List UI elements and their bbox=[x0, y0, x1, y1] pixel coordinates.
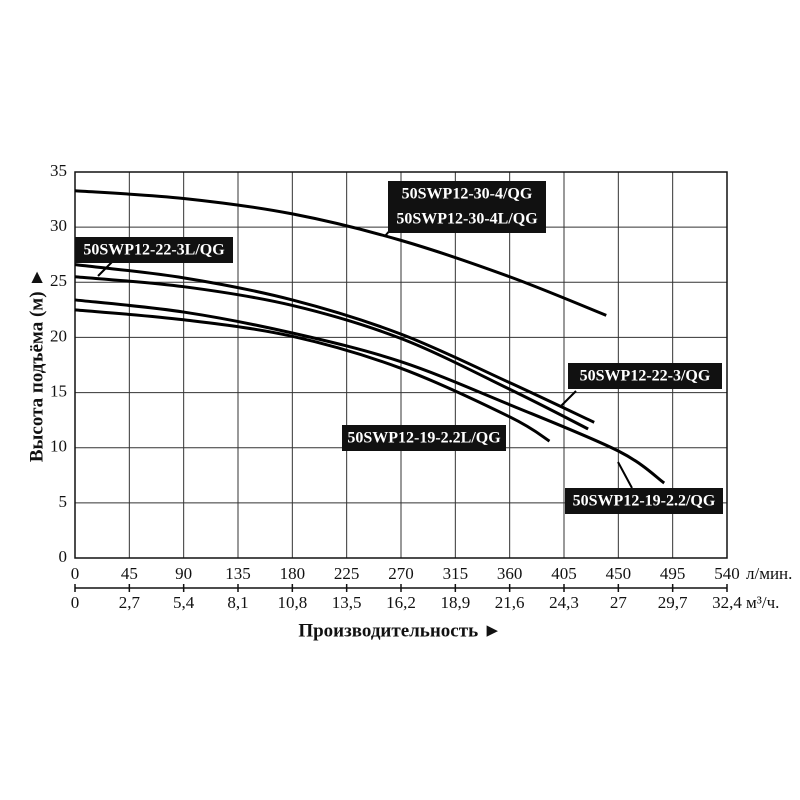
label-box bbox=[388, 181, 546, 233]
x2-tick-label: 5,4 bbox=[173, 593, 195, 612]
x-tick-label: 45 bbox=[121, 564, 138, 583]
x2-tick-label: 2,7 bbox=[119, 593, 141, 612]
y-tick-label: 0 bbox=[59, 547, 68, 566]
pump-curve bbox=[74, 275, 589, 431]
label-leader bbox=[559, 390, 577, 408]
series-label: 50SWP12-19-2.2/QG bbox=[573, 493, 716, 510]
pump-curve bbox=[74, 308, 551, 443]
x2-tick-label: 29,7 bbox=[658, 593, 688, 612]
y-axis-title: Высота подъёма (м) ► bbox=[26, 268, 47, 462]
pump-curve bbox=[74, 298, 666, 485]
x-tick-label: 450 bbox=[606, 564, 632, 583]
x-tick-label: 495 bbox=[660, 564, 686, 583]
pump-curve bbox=[74, 263, 595, 424]
series-label: 50SWP12-22-3/QG bbox=[580, 368, 711, 385]
x-unit: л/мин. bbox=[746, 564, 792, 583]
label-box bbox=[342, 425, 506, 451]
x-tick-label: 405 bbox=[551, 564, 577, 583]
y-tick-label: 15 bbox=[50, 381, 67, 400]
series-label: 50SWP12-22-3L/QG bbox=[83, 242, 225, 259]
x2-unit: м³/ч. bbox=[746, 593, 779, 612]
plot-frame bbox=[74, 171, 728, 559]
x2-tick-label: 32,4 bbox=[712, 593, 742, 612]
x2-tick-label: 21,6 bbox=[495, 593, 525, 612]
label-leader bbox=[617, 461, 633, 489]
y-tick-label: 5 bbox=[59, 492, 68, 511]
series-label: 50SWP12-30-4/QG bbox=[402, 186, 533, 203]
series-label: 50SWP12-19-2.2L/QG bbox=[347, 430, 501, 447]
x-tick-label: 90 bbox=[175, 564, 192, 583]
x-axis-title: Производительность ► bbox=[298, 620, 501, 641]
x-tick-label: 270 bbox=[388, 564, 414, 583]
x2-tick-label: 10,8 bbox=[277, 593, 307, 612]
y-tick-label: 35 bbox=[50, 161, 67, 180]
x2-tick-label: 0 bbox=[71, 593, 80, 612]
x-tick-label: 135 bbox=[225, 564, 251, 583]
y-tick-label: 25 bbox=[50, 271, 67, 290]
series-label: 50SWP12-30-4L/QG bbox=[396, 211, 538, 228]
x-tick-label: 0 bbox=[71, 564, 80, 583]
x-tick-label: 225 bbox=[334, 564, 360, 583]
x2-tick-label: 18,9 bbox=[440, 593, 470, 612]
y-tick-label: 20 bbox=[50, 326, 67, 345]
x2-tick-label: 13,5 bbox=[332, 593, 362, 612]
x-tick-label: 315 bbox=[443, 564, 469, 583]
y-tick-label: 30 bbox=[50, 216, 67, 235]
label-box bbox=[568, 363, 722, 389]
x-tick-label: 360 bbox=[497, 564, 523, 583]
x2-tick-label: 16,2 bbox=[386, 593, 416, 612]
label-leader bbox=[97, 261, 113, 277]
y-tick-label: 10 bbox=[50, 437, 67, 456]
x-tick-label: 180 bbox=[280, 564, 306, 583]
pump-curve bbox=[74, 189, 607, 317]
x2-tick-label: 8,1 bbox=[227, 593, 248, 612]
label-box bbox=[75, 237, 233, 263]
label-box bbox=[565, 488, 723, 514]
x2-tick-label: 24,3 bbox=[549, 593, 579, 612]
x2-tick-label: 27 bbox=[610, 593, 628, 612]
x-tick-label: 540 bbox=[714, 564, 740, 583]
